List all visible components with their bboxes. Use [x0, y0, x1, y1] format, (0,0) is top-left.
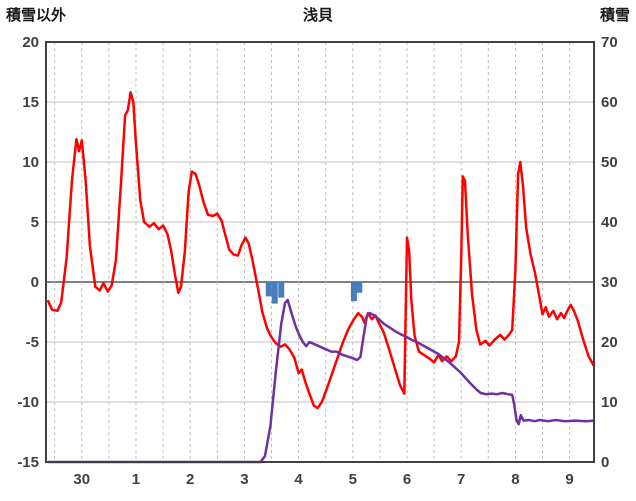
- right-axis-tick: 40: [601, 214, 618, 231]
- plot-border: [45, 41, 595, 463]
- precip-bar: [350, 282, 357, 302]
- precip-bar: [356, 282, 363, 293]
- left-axis-tick: 5: [31, 214, 39, 231]
- right-axis-title: 積雪: [599, 7, 630, 24]
- left-axis-tick: -5: [26, 334, 39, 351]
- precip-bar: [278, 282, 285, 298]
- precip-bar: [271, 282, 278, 304]
- x-axis-tick: 5: [349, 471, 357, 488]
- left-axis-tick: -15: [17, 454, 39, 471]
- left-axis-tick: 15: [22, 94, 39, 111]
- x-axis-tick: 6: [403, 471, 411, 488]
- x-axis-tick: 30: [73, 471, 90, 488]
- x-axis-tick: 9: [565, 471, 573, 488]
- right-axis-tick: 10: [601, 394, 618, 411]
- right-axis-tick: 0: [601, 454, 609, 471]
- left-axis-tick: 0: [31, 274, 39, 291]
- precip-bar: [265, 282, 272, 297]
- x-axis-tick: 2: [186, 471, 194, 488]
- left-axis-tick: 10: [22, 154, 39, 171]
- left-axis-title: 積雪以外: [6, 7, 67, 24]
- snow-depth-purple-line: [46, 298, 596, 464]
- right-axis-tick: 50: [601, 154, 618, 171]
- right-axis-tick: 20: [601, 334, 618, 351]
- right-axis-tick: 30: [601, 274, 618, 291]
- chart-title: 浅貝: [302, 7, 334, 24]
- x-axis-tick: 3: [240, 471, 248, 488]
- x-axis-tick: 7: [457, 471, 465, 488]
- right-axis-tick: 70: [601, 34, 618, 51]
- temperature-red-line: [46, 91, 596, 410]
- x-axis-tick: 8: [511, 471, 519, 488]
- right-axis-tick: 60: [601, 94, 618, 111]
- left-axis-tick: 20: [22, 34, 39, 51]
- x-axis-tick: 1: [132, 471, 140, 488]
- left-axis-tick: -10: [17, 394, 39, 411]
- x-axis-tick: 4: [294, 471, 303, 488]
